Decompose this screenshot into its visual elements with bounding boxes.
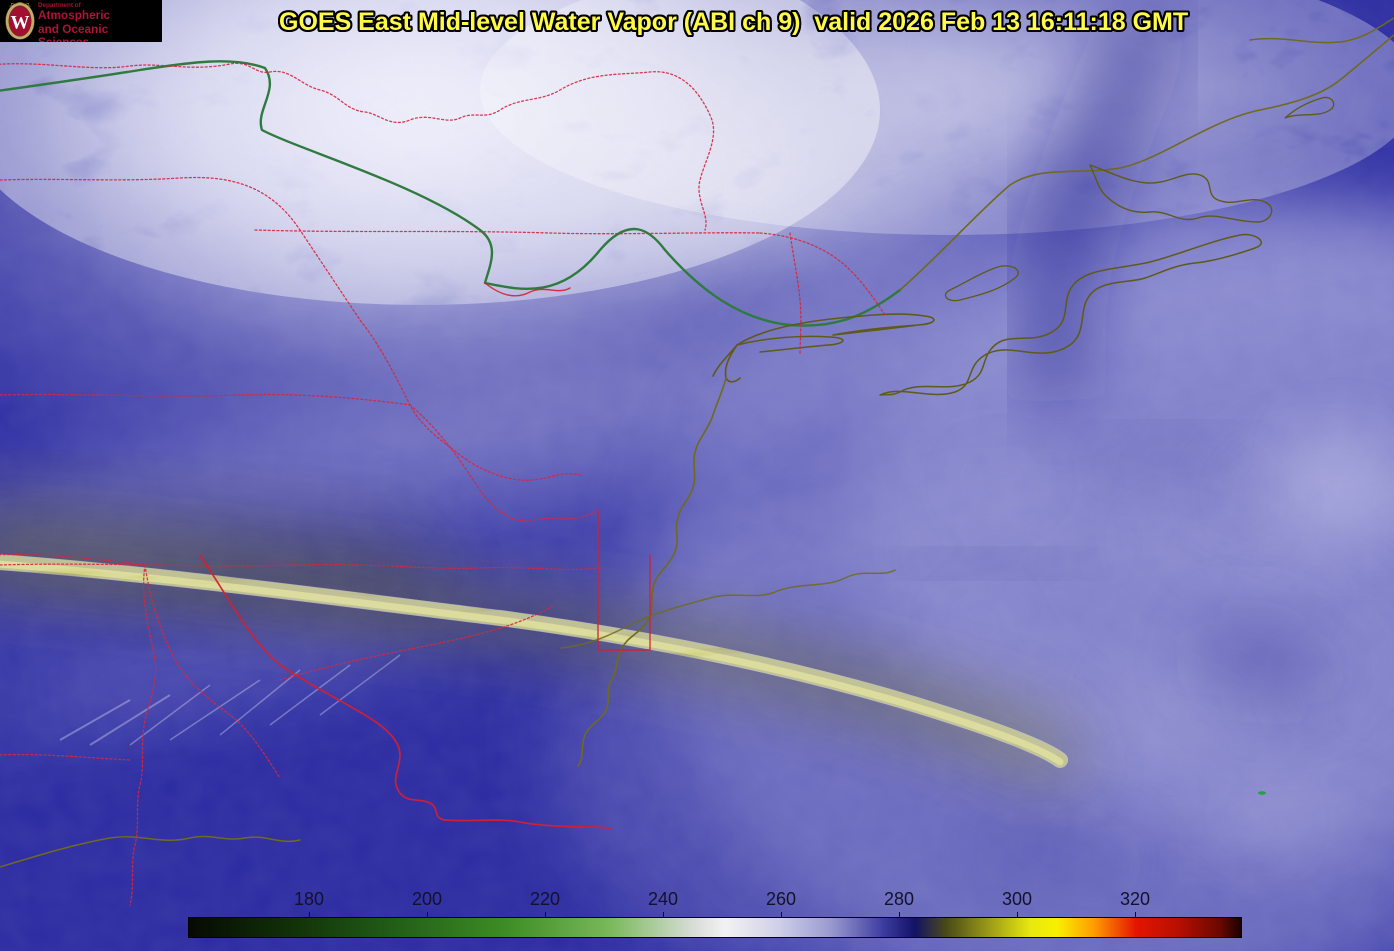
svg-text:W: W — [11, 13, 30, 34]
